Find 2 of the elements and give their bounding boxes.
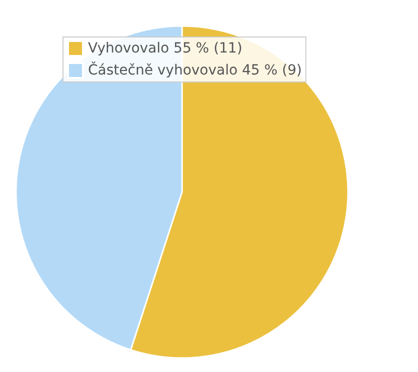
legend-label: Vyhovovalo 55 % (11) [88,40,242,56]
legend-label: Částečně vyhovovalo 45 % (9) [88,62,302,78]
